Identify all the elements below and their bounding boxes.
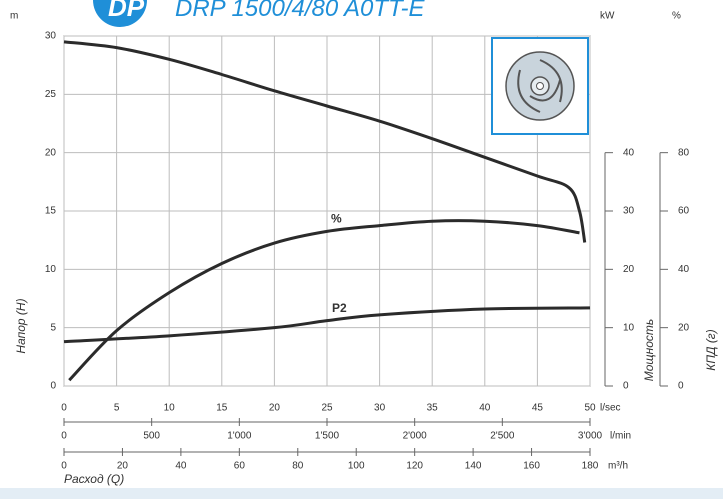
tick-label: 180 bbox=[582, 461, 599, 472]
y-unit: m bbox=[10, 11, 18, 22]
tick-label: 80 bbox=[678, 147, 690, 158]
y-tick-label: 0 bbox=[50, 381, 56, 392]
y3-label: КПД (г) bbox=[704, 329, 718, 370]
x-tick-label: 30 bbox=[374, 403, 386, 414]
tick-label: 500 bbox=[143, 431, 160, 442]
tick-label: 40 bbox=[678, 264, 690, 275]
curve-label: % bbox=[331, 212, 342, 226]
x-tick-label: 5 bbox=[114, 403, 120, 414]
tick-label: 1'500 bbox=[315, 431, 340, 442]
y-label: Напор (H) bbox=[14, 298, 28, 353]
curve-label: P2 bbox=[332, 301, 347, 315]
badge-text: DP bbox=[108, 0, 145, 22]
tick-label: 60 bbox=[678, 206, 690, 217]
x-tick-label: 15 bbox=[216, 403, 228, 414]
x-tick-label: 20 bbox=[269, 403, 281, 414]
chart: DP DRP 1500/4/80 A0TT-E m kW % Напор (H)… bbox=[0, 0, 723, 499]
y-tick-label: 20 bbox=[45, 147, 57, 158]
x-tick-label: 10 bbox=[164, 403, 176, 414]
y2-unit: kW bbox=[600, 11, 615, 22]
y-tick-label: 10 bbox=[45, 264, 57, 275]
y3-unit: % bbox=[672, 11, 681, 22]
y-tick-label: 30 bbox=[45, 31, 57, 42]
tick-label: 0 bbox=[678, 381, 684, 392]
tick-label: 20 bbox=[623, 264, 635, 275]
x2-unit: l/min bbox=[610, 431, 631, 442]
y-tick-label: 25 bbox=[45, 89, 57, 100]
tick-label: 100 bbox=[348, 461, 365, 472]
y2-label: Мощность bbox=[642, 319, 656, 381]
x-tick-label: 0 bbox=[61, 403, 67, 414]
x-unit: l/sec bbox=[600, 403, 621, 414]
tick-label: 3'000 bbox=[578, 431, 603, 442]
chart-title: DRP 1500/4/80 A0TT-E bbox=[175, 0, 425, 22]
x-tick-label: 50 bbox=[584, 403, 596, 414]
x-tick-label: 40 bbox=[479, 403, 491, 414]
tick-label: 60 bbox=[234, 461, 246, 472]
y-tick-label: 5 bbox=[50, 322, 56, 333]
tick-label: 2'500 bbox=[490, 431, 515, 442]
tick-label: 20 bbox=[678, 322, 690, 333]
tick-label: 10 bbox=[623, 322, 635, 333]
impeller-icon bbox=[492, 38, 588, 134]
y-tick-label: 15 bbox=[45, 206, 57, 217]
tick-label: 80 bbox=[292, 461, 304, 472]
tick-label: 2'000 bbox=[403, 431, 428, 442]
x-tick-label: 25 bbox=[321, 403, 333, 414]
tick-label: 30 bbox=[623, 206, 635, 217]
x3-unit: m³/h bbox=[608, 461, 628, 472]
tick-label: 0 bbox=[623, 381, 629, 392]
tick-label: 0 bbox=[61, 431, 67, 442]
tick-label: 40 bbox=[623, 147, 635, 158]
x-label: Расход (Q) bbox=[64, 472, 124, 486]
tick-label: 160 bbox=[523, 461, 540, 472]
tick-label: 40 bbox=[175, 461, 187, 472]
x-tick-label: 35 bbox=[427, 403, 439, 414]
tick-label: 20 bbox=[117, 461, 129, 472]
tick-label: 140 bbox=[465, 461, 482, 472]
tick-label: 120 bbox=[406, 461, 423, 472]
tick-label: 0 bbox=[61, 461, 67, 472]
x-tick-label: 45 bbox=[532, 403, 544, 414]
footer-band bbox=[0, 488, 723, 499]
tick-label: 1'000 bbox=[227, 431, 252, 442]
